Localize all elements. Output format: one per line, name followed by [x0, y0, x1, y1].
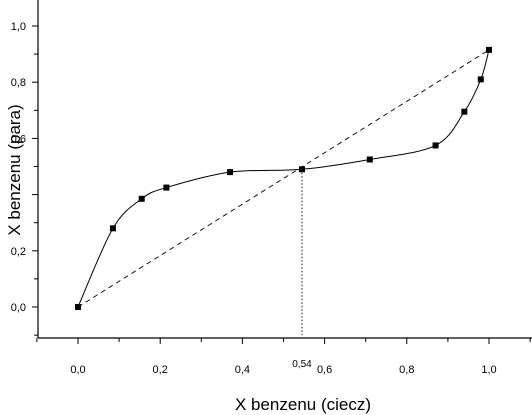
x-tick-label: 1,0	[481, 364, 496, 376]
data-point	[138, 195, 145, 202]
azeotrope-annotation: 0,54	[292, 359, 312, 370]
y-tick-label: 0,0	[11, 302, 26, 314]
y-tick-label: 0,2	[11, 246, 26, 258]
y-tick-label: 1,0	[11, 21, 26, 33]
data-point	[163, 184, 170, 191]
y-tick-label: 0,6	[11, 133, 26, 145]
data-point	[432, 142, 439, 149]
lines-layer	[77, 49, 490, 336]
data-point	[366, 156, 373, 163]
x-tick-label: 0,6	[317, 364, 332, 376]
x-tick-label: 0,0	[70, 364, 85, 376]
y-axis-title: X benzenu (para)	[5, 104, 24, 235]
axes-layer: 0,0 0,2 0,4 0,6 0,8 1,0 0,0 0,2 0,6 0,8 1,0 0,54	[11, 0, 532, 376]
data-point	[75, 304, 81, 310]
diagonal-dashed-line	[77, 49, 490, 308]
data-point	[486, 46, 492, 53]
x-tick-label: 0,8	[399, 364, 414, 376]
data-point	[461, 108, 468, 115]
data-point	[109, 225, 116, 232]
x-tick-label: 0,2	[153, 364, 168, 376]
y-tick-label: 0,8	[11, 77, 26, 89]
data-point	[298, 166, 305, 173]
data-point	[227, 169, 234, 176]
x-axis-title: X benzenu (ciecz)	[235, 395, 371, 414]
points-layer	[75, 46, 492, 310]
data-point	[477, 76, 484, 83]
x-tick-label: 0,4	[235, 364, 250, 376]
